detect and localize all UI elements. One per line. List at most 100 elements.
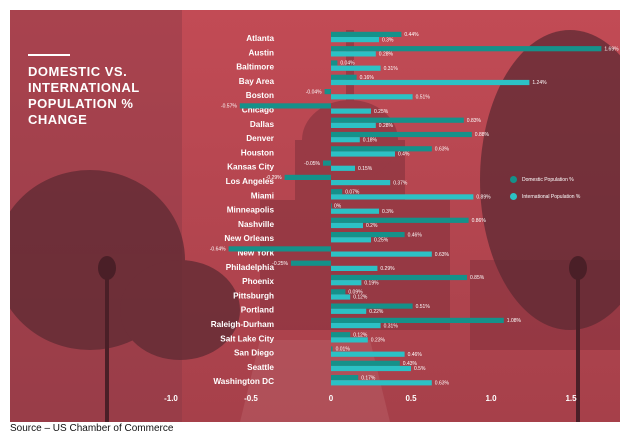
- bar-international: [331, 137, 360, 143]
- category-label: Dallas: [250, 120, 275, 129]
- bar-domestic: [323, 160, 331, 166]
- legend-label-international: International Population %: [522, 193, 581, 200]
- value-label-international: 0.4%: [398, 152, 410, 158]
- value-label-domestic: 1.69%: [604, 46, 619, 52]
- value-label-domestic: -0.04%: [306, 89, 322, 95]
- bar-chart: Atlanta Austin Baltimore Bay Area Boston Chic…: [164, 31, 619, 403]
- value-label-domestic: 0.85%: [470, 275, 485, 281]
- value-label-domestic: -0.57%: [221, 104, 237, 110]
- bar-domestic: [331, 117, 464, 123]
- category-label: Philadelphia: [226, 263, 275, 272]
- value-label-domestic: 0.04%: [340, 61, 355, 67]
- value-label-international: 0.63%: [435, 252, 450, 258]
- bar-domestic: [331, 232, 405, 238]
- value-label-international: 0.25%: [374, 238, 389, 244]
- value-label-domestic: 1.08%: [507, 318, 522, 324]
- bar-domestic: [331, 303, 413, 309]
- value-label-international: 0.28%: [379, 123, 394, 129]
- legend-dot-international: [510, 193, 517, 200]
- category-label: Seattle: [247, 363, 274, 372]
- bar-international: [331, 280, 362, 286]
- category-label: Houston: [241, 148, 274, 157]
- bar-international: [331, 37, 379, 43]
- value-label-international: 0.46%: [408, 352, 423, 358]
- bar-domestic: [331, 317, 504, 323]
- category-label: Boston: [246, 91, 274, 100]
- value-label-domestic: -0.05%: [304, 161, 320, 167]
- bar-international: [331, 308, 367, 314]
- value-label-international: 0.51%: [416, 95, 431, 101]
- value-label-international: 0.31%: [384, 323, 399, 329]
- value-label-domestic: 0.09%: [348, 290, 363, 296]
- value-label-domestic: 0.01%: [336, 347, 351, 353]
- bar-international: [331, 323, 381, 329]
- bar-international: [331, 365, 411, 372]
- bar-international: [331, 122, 376, 128]
- bar-international: [331, 294, 351, 300]
- value-label-domestic: 0.88%: [475, 132, 490, 138]
- category-label: Portland: [241, 306, 274, 315]
- value-label-domestic: 0.44%: [404, 32, 419, 38]
- bar-domestic: [291, 260, 331, 266]
- bar-domestic: [228, 246, 331, 252]
- category-labels: Atlanta Austin Baltimore Bay Area Boston Chic…: [211, 34, 275, 386]
- bar-domestic: [331, 274, 467, 281]
- category-label: Bay Area: [239, 77, 275, 86]
- category-label: Kansas City: [227, 163, 274, 172]
- category-label: Salt Lake City: [220, 334, 274, 343]
- value-label-domestic: -0.29%: [266, 175, 282, 181]
- value-label-domestic: 0.51%: [416, 304, 431, 310]
- bar-domestic: [284, 174, 331, 180]
- value-label-international: 0.5%: [414, 366, 426, 372]
- category-label: Minneapolis: [227, 206, 275, 215]
- value-label-international: 0.22%: [369, 309, 384, 315]
- bar-domestic: [331, 146, 432, 152]
- category-label: Denver: [246, 134, 275, 143]
- legend-label-domestic: Domestic Population %: [522, 176, 574, 183]
- value-label-international: 0.12%: [353, 295, 368, 301]
- value-label-domestic: 0.17%: [361, 375, 376, 381]
- value-label-international: 0.18%: [363, 137, 378, 143]
- category-label: Miami: [251, 191, 274, 200]
- bar-international: [331, 94, 413, 100]
- legend-item-domestic: Domestic Population %: [510, 176, 580, 183]
- value-labels: 0.44% 0.3% 1.69% 0.28% 0.04% 0.31% 0.16% 1.24% -…: [210, 32, 619, 386]
- value-label-domestic: -0.25%: [272, 261, 288, 267]
- bar-international: [331, 380, 432, 386]
- value-label-domestic: 0.07%: [345, 189, 360, 195]
- value-label-domestic: 0.86%: [472, 218, 487, 224]
- value-label-domestic: 0.16%: [360, 75, 375, 81]
- bar-domestic: [331, 375, 359, 381]
- value-label-domestic: -0.64%: [210, 247, 226, 253]
- category-label: San Diego: [234, 349, 274, 358]
- category-label: Raleigh-Durham: [211, 320, 274, 329]
- legend-item-international: International Population %: [510, 193, 580, 200]
- category-label: Chicago: [242, 106, 274, 115]
- bar-international: [331, 180, 391, 186]
- bar-domestic: [331, 289, 346, 295]
- value-label-international: 0.37%: [393, 180, 408, 186]
- bar-international: [331, 151, 395, 157]
- value-label-international: 0.31%: [384, 66, 399, 72]
- bar-domestic: [331, 346, 333, 352]
- value-label-domestic: 0.43%: [403, 361, 418, 367]
- bar-domestic: [331, 332, 351, 338]
- category-label: Pittsburgh: [233, 291, 274, 300]
- bar-international: [331, 337, 368, 343]
- bar-international: [331, 194, 474, 200]
- bar-domestic: [331, 131, 472, 138]
- source-note: Source – US Chamber of Commerce: [10, 423, 174, 434]
- value-label-international: 0.28%: [379, 52, 394, 58]
- legend: Domestic Population % International Popu…: [510, 176, 580, 210]
- value-label-domestic: 0.83%: [467, 118, 482, 124]
- legend-dot-domestic: [510, 176, 517, 183]
- value-label-international: 0.89%: [476, 195, 491, 201]
- bar-international: [331, 237, 371, 243]
- value-label-domestic: 0.46%: [408, 232, 423, 238]
- value-label-international: 0.29%: [380, 266, 395, 272]
- value-label-international: 0.15%: [358, 166, 373, 172]
- category-label: Phoenix: [242, 277, 274, 286]
- bar-international: [331, 65, 381, 71]
- bar-international: [331, 165, 355, 171]
- x-tick-labels: -1.0-0.500.51.01.52.0: [164, 394, 577, 403]
